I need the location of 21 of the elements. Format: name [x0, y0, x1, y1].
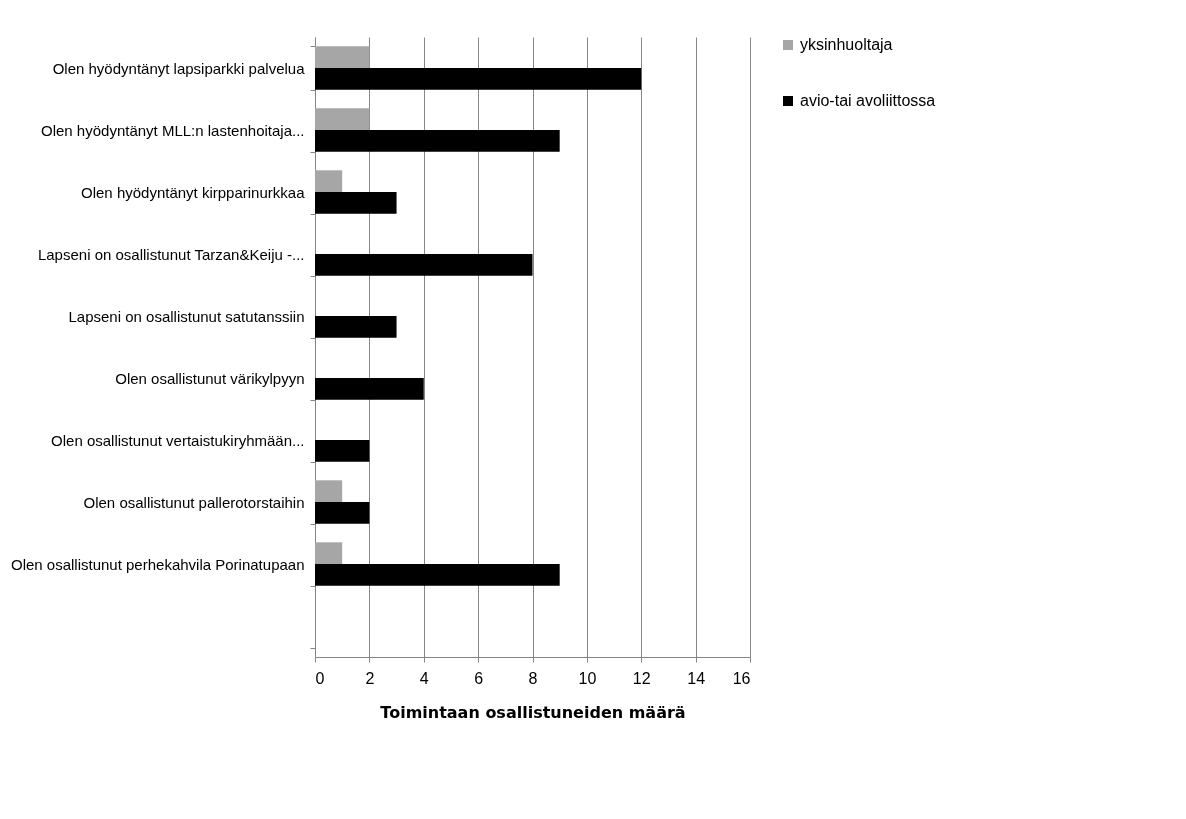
x-tick-label: 16 — [732, 669, 751, 687]
x-tick-label: 2 — [365, 669, 375, 687]
y-tick-label: Olen hyödyntänyt lapsiparkki palvelua — [52, 59, 306, 77]
x-tick-label: 4 — [419, 669, 429, 687]
legend-label: avio-tai avoliittossa — [800, 92, 936, 109]
x-axis-title: Toimintaan osallistuneiden määrä — [380, 702, 686, 722]
y-tick-label: Lapseni on osallistunut Tarzan&Keiju -... — [37, 245, 305, 263]
y-tick-label: Olen hyödyntänyt kirpparinurkkaa — [81, 183, 306, 201]
y-tick-label: Olen osallistunut perhekahvila Porinatupaan — [10, 555, 305, 573]
x-tick-label: 8 — [528, 669, 538, 687]
x-tick-label: 0 — [315, 669, 325, 687]
x-tick-label: 14 — [687, 669, 706, 687]
legend-label: yksinhuoltaja — [800, 36, 893, 53]
y-tick-label: Lapseni on osallistunut satutanssiin — [68, 307, 305, 325]
y-tick-label: Olen osallistunut vertaistukiryhmään... — [51, 431, 305, 449]
y-tick-label: Olen hyödyntänyt MLL:n lastenhoitaja... — [41, 121, 305, 139]
y-tick-label: Olen osallistunut värikylpyyn — [115, 369, 305, 387]
x-tick-label: 10 — [578, 669, 597, 687]
y-tick-label: Olen osallistunut pallerotorstaihin — [83, 493, 305, 511]
x-tick-label: 6 — [474, 669, 484, 687]
x-tick-label: 12 — [632, 669, 651, 687]
